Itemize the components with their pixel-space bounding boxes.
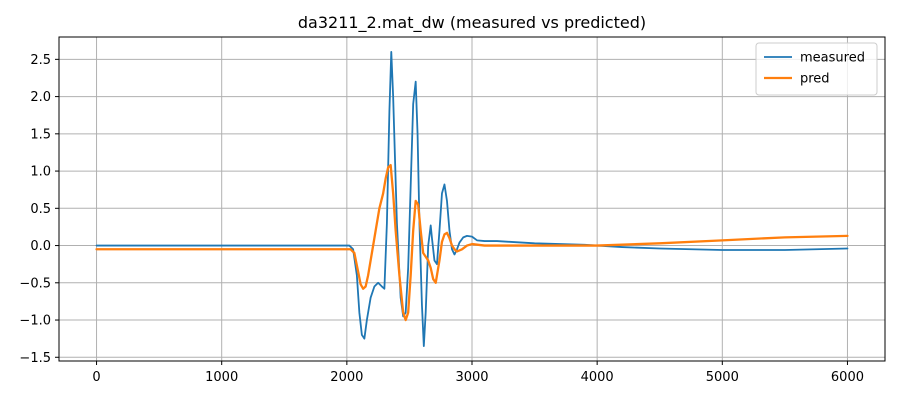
y-tick-label: −1.0: [19, 314, 51, 329]
x-tick-label: 4000: [581, 370, 614, 385]
axis-ticks: 0 1000 2000 3000 4000 5000 6000 −1.5 −1.0 −0.5 0.0…: [19, 53, 864, 385]
legend: measured pred: [755, 42, 878, 96]
y-tick-label: 1.5: [30, 127, 51, 142]
x-tick-label: 1000: [205, 370, 238, 385]
series-layer: [95, 51, 849, 348]
chart-title: da3211_2.mat_dw (measured vs predicted): [298, 13, 646, 33]
y-tick-label: 1.0: [30, 165, 51, 180]
legend-label-pred: pred: [800, 72, 830, 87]
x-tick-label: 0: [92, 370, 100, 385]
x-tick-label: 6000: [831, 370, 864, 385]
y-tick-label: −1.5: [19, 351, 51, 366]
x-tick-label: 2000: [330, 370, 363, 385]
series-line-measured: [95, 51, 849, 348]
y-tick-label: 2.5: [30, 53, 51, 68]
y-tick-label: 0.5: [30, 202, 51, 217]
y-tick-label: 2.0: [30, 90, 51, 105]
legend-box: [755, 42, 878, 96]
y-tick-label: −0.5: [19, 276, 51, 291]
series-line-pred: [95, 163, 849, 322]
y-tick-label: 0.0: [30, 239, 51, 254]
x-tick-label: 5000: [706, 370, 739, 385]
x-tick-label: 3000: [455, 370, 488, 385]
legend-label-measured: measured: [800, 51, 865, 66]
